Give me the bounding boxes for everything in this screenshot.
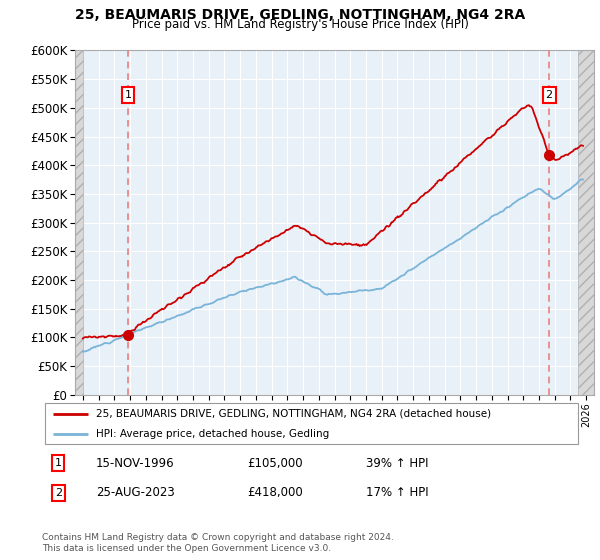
Text: 2: 2: [55, 488, 62, 498]
Text: £418,000: £418,000: [247, 486, 303, 500]
Text: Contains HM Land Registry data © Crown copyright and database right 2024.
This d: Contains HM Land Registry data © Crown c…: [42, 533, 394, 553]
Text: 25, BEAUMARIS DRIVE, GEDLING, NOTTINGHAM, NG4 2RA: 25, BEAUMARIS DRIVE, GEDLING, NOTTINGHAM…: [75, 8, 525, 22]
FancyBboxPatch shape: [45, 403, 578, 444]
Bar: [578, 50, 594, 395]
Text: 17% ↑ HPI: 17% ↑ HPI: [366, 486, 428, 500]
Bar: [75, 50, 83, 395]
Text: HPI: Average price, detached house, Gedling: HPI: Average price, detached house, Gedl…: [96, 430, 329, 439]
Text: 15-NOV-1996: 15-NOV-1996: [96, 456, 175, 470]
Text: £105,000: £105,000: [247, 456, 303, 470]
Text: Price paid vs. HM Land Registry's House Price Index (HPI): Price paid vs. HM Land Registry's House …: [131, 18, 469, 31]
Text: 25, BEAUMARIS DRIVE, GEDLING, NOTTINGHAM, NG4 2RA (detached house): 25, BEAUMARIS DRIVE, GEDLING, NOTTINGHAM…: [96, 409, 491, 419]
Text: 39% ↑ HPI: 39% ↑ HPI: [366, 456, 428, 470]
Text: 25-AUG-2023: 25-AUG-2023: [96, 486, 175, 500]
Text: 1: 1: [125, 90, 131, 100]
Text: 2: 2: [545, 90, 553, 100]
Text: 1: 1: [55, 458, 62, 468]
